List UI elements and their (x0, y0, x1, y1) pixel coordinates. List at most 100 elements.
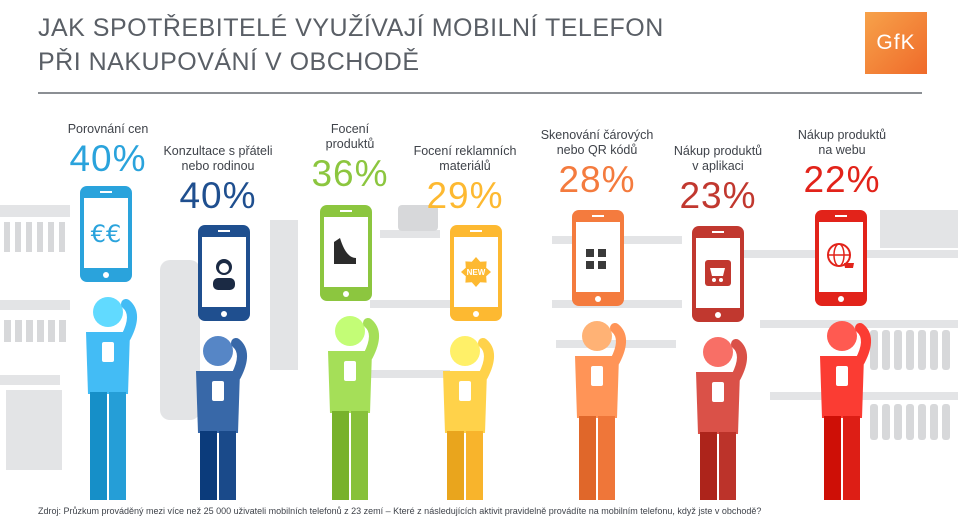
category-label: Skenování čárových nebo QR kódů (541, 128, 654, 158)
shelf-bottle (26, 320, 33, 342)
category-label-line: na webu (818, 143, 866, 157)
person-leg (598, 416, 615, 500)
phone (692, 226, 744, 322)
category-label-line: nebo QR kódů (556, 143, 638, 157)
percentage-value: 40% (179, 175, 257, 216)
qr-cell (590, 261, 594, 265)
person-leg (843, 416, 860, 500)
cart-wheel (712, 278, 716, 282)
qr-cell (598, 253, 602, 257)
shelf-bottle (37, 222, 43, 252)
percentage-value: 36% (311, 153, 389, 194)
phone-speaker (340, 210, 352, 212)
category-label-line: materiálů (439, 159, 491, 173)
qr-cell (590, 265, 594, 269)
person-arm (363, 318, 379, 361)
page-title-line-1: JAK SPOTŘEBITELÉ VYUŽÍVAJÍ MOBILNÍ TELEF… (38, 14, 664, 42)
person-head (93, 297, 123, 327)
shelf-bottle (37, 320, 44, 342)
qr-cell (590, 253, 594, 257)
category-label: Focení produktů (326, 122, 375, 152)
person-with-phone (692, 226, 747, 500)
shelf-bottle (15, 222, 21, 252)
shelf-right-jar (870, 330, 878, 370)
percentage-value: 29% (426, 175, 504, 216)
phone-speaker (835, 215, 847, 217)
shelf-bags (380, 230, 440, 238)
shelf-right-jar (870, 404, 878, 440)
phone (198, 225, 250, 321)
person-leg (332, 411, 349, 500)
shelf-right-jar (930, 330, 938, 370)
category-label-line: Nákup produktů (673, 144, 763, 158)
page-title-line-2: PŘI NAKUPOVÁNÍ V OBCHODĚ (38, 48, 420, 76)
person (575, 321, 626, 500)
category-label-line: Focení (330, 122, 370, 136)
phone-home-button (221, 311, 227, 317)
euro-icon: €€ (91, 220, 122, 248)
qr-cell (598, 261, 602, 265)
person-with-phone (196, 225, 250, 500)
held-phone (591, 366, 603, 386)
shelf-bottle (59, 222, 65, 252)
qr-cell (598, 265, 602, 269)
shelf-right-jar (894, 330, 902, 370)
person-torso (696, 372, 740, 434)
phone (320, 205, 372, 301)
category-label-line: produktů (325, 137, 375, 151)
person-leg (466, 431, 483, 500)
person-arm (231, 338, 247, 381)
person-with-phone: NEW (443, 225, 502, 500)
person-torso (328, 351, 372, 413)
globe-meridian (833, 243, 845, 267)
person-arm (855, 323, 871, 366)
euro-text: €€ (91, 220, 122, 248)
qr-code-icon (586, 249, 606, 269)
bag-shape (398, 205, 438, 231)
phone (815, 210, 867, 306)
person-leg (200, 431, 217, 500)
qr-cell (586, 253, 590, 257)
person-leg (219, 431, 236, 500)
category-label-line: Nákup produktů (797, 128, 887, 142)
phone: €€ (80, 186, 132, 282)
title-divider (38, 92, 922, 94)
person-torso (196, 371, 240, 433)
gfk-logo: GfK (865, 12, 927, 74)
category-label-line: Porovnání cen (67, 122, 149, 136)
shelf-post (270, 220, 298, 370)
qr-cell (590, 249, 594, 253)
cart-wheel (719, 278, 723, 282)
category-label: Porovnání cen (68, 122, 149, 137)
shelf-shoes-low (360, 370, 450, 378)
shoe-shape (334, 238, 356, 264)
percentage-value: 22% (803, 159, 881, 200)
person-leg (351, 411, 368, 500)
shelf-bottle (4, 222, 10, 252)
high-heel-shoe-icon (334, 238, 356, 264)
category-label-line: Focení reklamních (413, 144, 517, 158)
person (196, 336, 247, 500)
shelf-right-low (770, 392, 958, 400)
person-with-phone (320, 205, 379, 500)
shelf-right-jar (930, 404, 938, 440)
shelf-left-low (0, 375, 60, 385)
category-label-line: v aplikaci (692, 159, 744, 173)
person-leg (719, 432, 736, 500)
shelf-right-box (880, 210, 958, 248)
phone-speaker (592, 215, 604, 217)
phone-speaker (712, 231, 724, 233)
avatar-face (219, 263, 229, 273)
person-torso (86, 332, 130, 394)
person-leg (824, 416, 841, 500)
person (696, 337, 747, 500)
qr-cell (586, 261, 590, 265)
qr-cell (602, 249, 606, 253)
held-phone (459, 381, 471, 401)
held-phone (836, 366, 848, 386)
category-label-line: Skenování čárových (540, 128, 654, 142)
phone (572, 210, 624, 306)
phone-home-button (103, 272, 109, 278)
phone-home-button (343, 291, 349, 297)
